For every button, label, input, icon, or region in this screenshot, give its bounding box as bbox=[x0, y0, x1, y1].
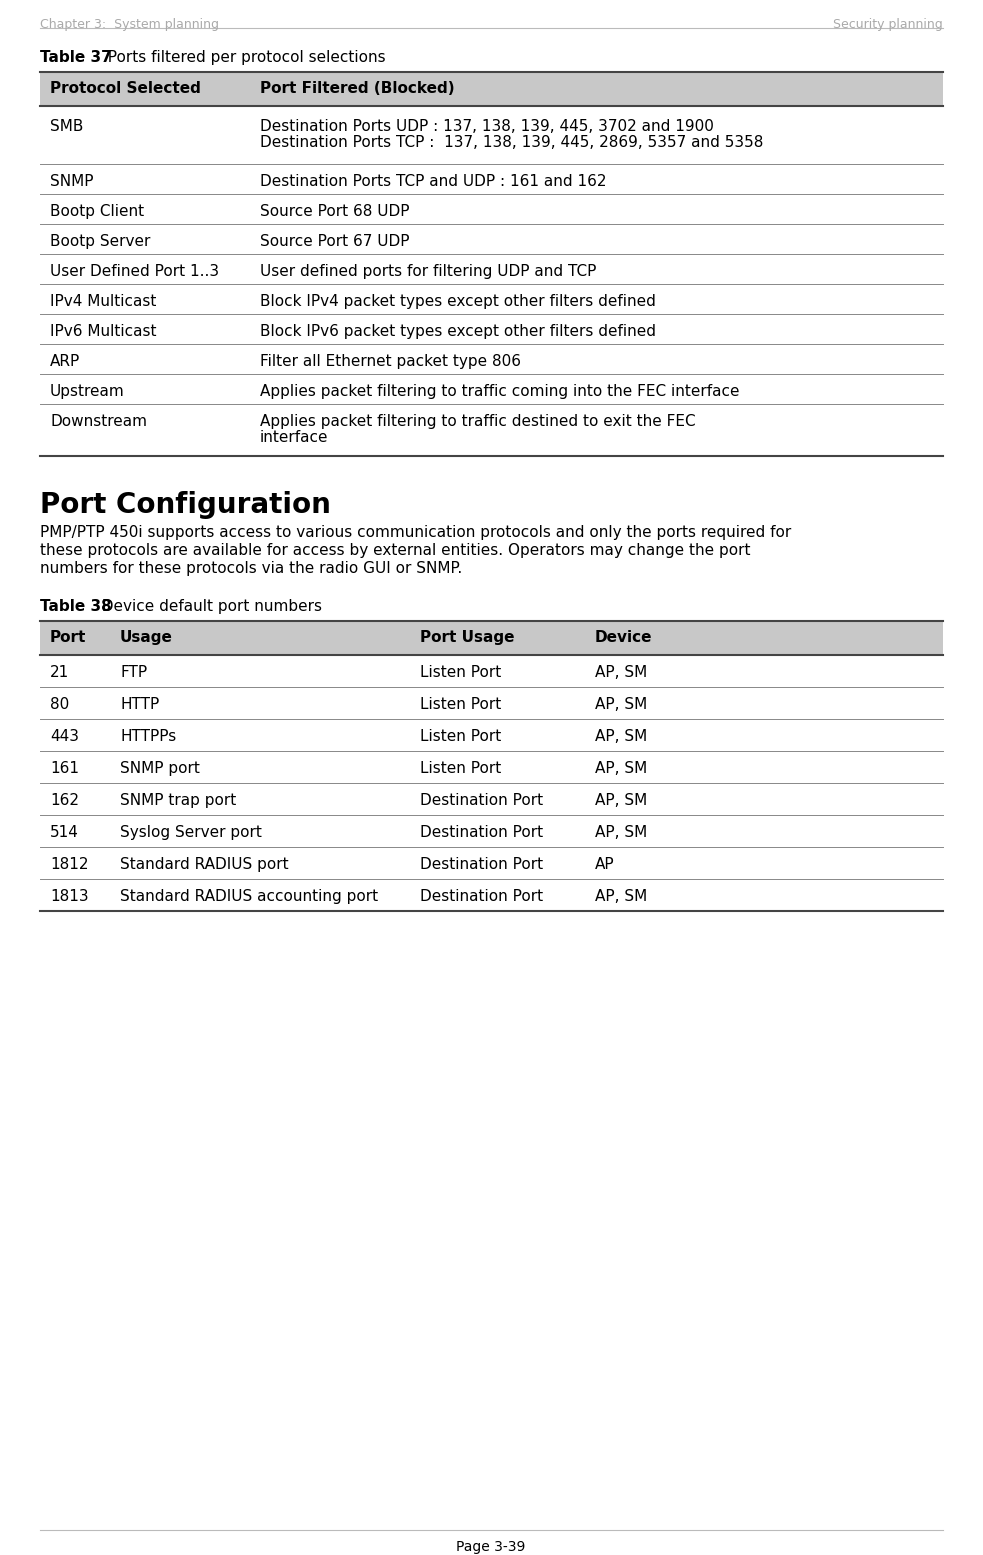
Text: IPv6 Multicast: IPv6 Multicast bbox=[50, 323, 156, 339]
Text: Protocol Selected: Protocol Selected bbox=[50, 81, 201, 96]
Text: Applies packet filtering to traffic destined to exit the FEC: Applies packet filtering to traffic dest… bbox=[260, 414, 696, 429]
Text: Port Usage: Port Usage bbox=[420, 630, 514, 645]
Text: Downstream: Downstream bbox=[50, 414, 147, 429]
Text: AP, SM: AP, SM bbox=[595, 826, 647, 840]
Text: AP, SM: AP, SM bbox=[595, 729, 647, 743]
Text: AP, SM: AP, SM bbox=[595, 760, 647, 776]
Text: Source Port 68 UDP: Source Port 68 UDP bbox=[260, 204, 410, 219]
Text: Listen Port: Listen Port bbox=[420, 760, 501, 776]
Text: HTTP: HTTP bbox=[120, 697, 159, 712]
Text: Block IPv6 packet types except other filters defined: Block IPv6 packet types except other fil… bbox=[260, 323, 656, 339]
Text: AP, SM: AP, SM bbox=[595, 697, 647, 712]
Text: Block IPv4 packet types except other filters defined: Block IPv4 packet types except other fil… bbox=[260, 294, 656, 309]
Text: Destination Port: Destination Port bbox=[420, 793, 544, 809]
Bar bbox=[40, 620, 943, 655]
Text: Port Filtered (Blocked): Port Filtered (Blocked) bbox=[260, 81, 454, 96]
Text: 1812: 1812 bbox=[50, 857, 88, 872]
Text: AP, SM: AP, SM bbox=[595, 666, 647, 680]
Text: Destination Port: Destination Port bbox=[420, 889, 544, 903]
Text: Source Port 67 UDP: Source Port 67 UDP bbox=[260, 233, 410, 249]
Text: 514: 514 bbox=[50, 826, 79, 840]
Text: Listen Port: Listen Port bbox=[420, 697, 501, 712]
Text: these protocols are available for access by external entities. Operators may cha: these protocols are available for access… bbox=[40, 543, 750, 558]
Text: Security planning: Security planning bbox=[834, 19, 943, 31]
Text: ARP: ARP bbox=[50, 355, 81, 369]
Text: FTP: FTP bbox=[120, 666, 147, 680]
Text: Destination Ports UDP : 137, 138, 139, 445, 3702 and 1900: Destination Ports UDP : 137, 138, 139, 4… bbox=[260, 120, 714, 134]
Text: Destination Ports TCP :  137, 138, 139, 445, 2869, 5357 and 5358: Destination Ports TCP : 137, 138, 139, 4… bbox=[260, 135, 764, 149]
Text: Upstream: Upstream bbox=[50, 384, 125, 400]
Text: Port Configuration: Port Configuration bbox=[40, 491, 331, 519]
Bar bbox=[40, 72, 943, 106]
Text: SNMP port: SNMP port bbox=[120, 760, 200, 776]
Text: Device: Device bbox=[595, 630, 653, 645]
Text: Table 37: Table 37 bbox=[40, 50, 112, 65]
Text: Filter all Ethernet packet type 806: Filter all Ethernet packet type 806 bbox=[260, 355, 521, 369]
Text: 80: 80 bbox=[50, 697, 69, 712]
Text: AP, SM: AP, SM bbox=[595, 793, 647, 809]
Text: SNMP trap port: SNMP trap port bbox=[120, 793, 236, 809]
Text: Syslog Server port: Syslog Server port bbox=[120, 826, 261, 840]
Text: Destination Port: Destination Port bbox=[420, 826, 544, 840]
Text: 443: 443 bbox=[50, 729, 79, 743]
Text: Usage: Usage bbox=[120, 630, 173, 645]
Text: IPv4 Multicast: IPv4 Multicast bbox=[50, 294, 156, 309]
Text: User defined ports for filtering UDP and TCP: User defined ports for filtering UDP and… bbox=[260, 264, 597, 278]
Text: Chapter 3:  System planning: Chapter 3: System planning bbox=[40, 19, 219, 31]
Text: User Defined Port 1..3: User Defined Port 1..3 bbox=[50, 264, 219, 278]
Text: Bootp Server: Bootp Server bbox=[50, 233, 150, 249]
Text: Destination Ports TCP and UDP : 161 and 162: Destination Ports TCP and UDP : 161 and … bbox=[260, 174, 607, 190]
Text: AP: AP bbox=[595, 857, 614, 872]
Text: numbers for these protocols via the radio GUI or SNMP.: numbers for these protocols via the radi… bbox=[40, 561, 462, 575]
Text: SNMP: SNMP bbox=[50, 174, 93, 190]
Text: HTTPPs: HTTPPs bbox=[120, 729, 176, 743]
Text: 1813: 1813 bbox=[50, 889, 88, 903]
Text: Device default port numbers: Device default port numbers bbox=[92, 599, 322, 614]
Text: 161: 161 bbox=[50, 760, 79, 776]
Text: 162: 162 bbox=[50, 793, 79, 809]
Text: Standard RADIUS port: Standard RADIUS port bbox=[120, 857, 289, 872]
Text: interface: interface bbox=[260, 431, 328, 445]
Text: Bootp Client: Bootp Client bbox=[50, 204, 145, 219]
Text: Listen Port: Listen Port bbox=[420, 666, 501, 680]
Text: 21: 21 bbox=[50, 666, 69, 680]
Text: PMP/PTP 450i supports access to various communication protocols and only the por: PMP/PTP 450i supports access to various … bbox=[40, 526, 791, 540]
Text: Page 3-39: Page 3-39 bbox=[456, 1539, 526, 1553]
Text: SMB: SMB bbox=[50, 120, 84, 134]
Text: Ports filtered per protocol selections: Ports filtered per protocol selections bbox=[98, 50, 385, 65]
Text: Table 38: Table 38 bbox=[40, 599, 112, 614]
Text: Destination Port: Destination Port bbox=[420, 857, 544, 872]
Text: Port: Port bbox=[50, 630, 87, 645]
Text: Applies packet filtering to traffic coming into the FEC interface: Applies packet filtering to traffic comi… bbox=[260, 384, 739, 400]
Text: AP, SM: AP, SM bbox=[595, 889, 647, 903]
Text: Standard RADIUS accounting port: Standard RADIUS accounting port bbox=[120, 889, 378, 903]
Text: Listen Port: Listen Port bbox=[420, 729, 501, 743]
